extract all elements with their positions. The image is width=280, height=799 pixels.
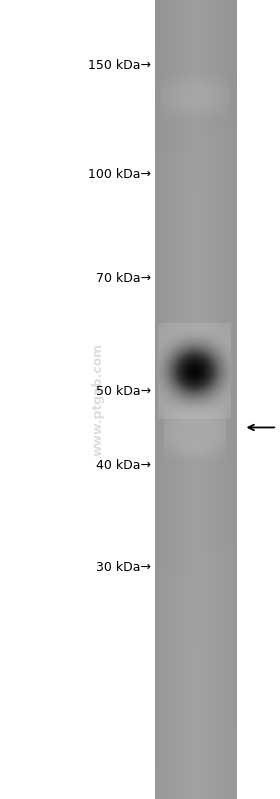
Text: 40 kDa→: 40 kDa→ (96, 459, 151, 471)
Text: 30 kDa→: 30 kDa→ (96, 561, 151, 574)
Text: 50 kDa→: 50 kDa→ (96, 385, 151, 398)
Text: 100 kDa→: 100 kDa→ (88, 168, 151, 181)
Text: 70 kDa→: 70 kDa→ (96, 272, 151, 284)
Text: www.ptgab.com: www.ptgab.com (92, 343, 104, 456)
Text: 150 kDa→: 150 kDa→ (88, 59, 151, 72)
